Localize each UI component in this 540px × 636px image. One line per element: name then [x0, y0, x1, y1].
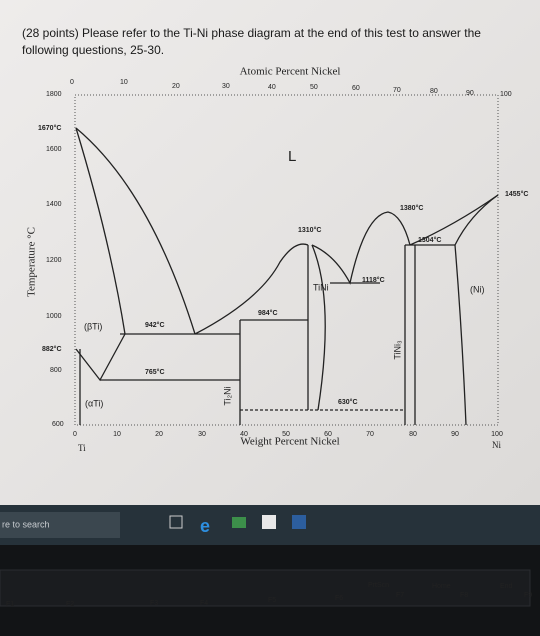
annotation: 984°C: [258, 309, 278, 317]
key-label: F7: [396, 592, 404, 599]
key-label: PrtScn: [368, 582, 389, 589]
annotation: 1310°C: [298, 226, 321, 234]
top-tick: 10: [120, 79, 128, 86]
key-labels: F1 F2 F3 F4 F5 F6 PrtScn F7 Home F8 End …: [6, 582, 532, 608]
tini3-boundary: [404, 245, 416, 425]
key-label: Home: [432, 583, 451, 590]
key-label: F1: [6, 601, 14, 608]
search-text[interactable]: re to search: [2, 519, 50, 529]
phase-label: (Ni): [470, 284, 485, 294]
annotation: 1670°C: [38, 124, 61, 132]
annotation: 882°C: [42, 345, 62, 353]
solidus: [75, 127, 126, 335]
task-view-icon[interactable]: [169, 515, 183, 529]
y-tick: 600: [52, 421, 64, 428]
app-icon[interactable]: [262, 515, 276, 529]
top-tick: 80: [430, 88, 438, 95]
top-tick: 70: [393, 87, 401, 94]
y-tick: 1400: [46, 201, 62, 208]
annotation: 1380°C: [400, 204, 423, 212]
annotation: 1118°C: [362, 276, 385, 284]
annotations: 1670°C 882°C 942°C 765°C 984°C 1310°C 11…: [38, 124, 528, 406]
annotation: 630°C: [338, 398, 358, 406]
edge-icon[interactable]: e: [200, 516, 210, 536]
phase-label: (βTi): [84, 321, 102, 331]
y-tick: 1000: [46, 313, 62, 320]
phase-label: TiNi: [313, 282, 329, 292]
bottom-tick: 90: [451, 431, 459, 438]
y-tick: 1800: [46, 91, 62, 98]
liquidus: [311, 211, 411, 285]
top-tick: 50: [310, 84, 318, 91]
bottom-tick: 100: [491, 431, 503, 438]
liquidus: [194, 243, 309, 335]
top-tick: 90: [466, 90, 474, 97]
y-tick: 1200: [46, 257, 62, 264]
bottom-tick: 70: [366, 431, 374, 438]
top-tick: 20: [172, 83, 180, 90]
bottom-tick: 50: [282, 431, 290, 438]
liquidus: [409, 194, 499, 246]
phase-label: (αTi): [85, 398, 103, 408]
search-box[interactable]: [0, 512, 120, 538]
document-area: [0, 0, 540, 505]
annotation: 1455°C: [505, 190, 528, 198]
y-tick: 1600: [46, 146, 62, 153]
solvus: [454, 244, 467, 426]
bottom-tick: 10: [113, 431, 121, 438]
bottom-tick: 0: [73, 431, 77, 438]
left-element: Ti: [78, 443, 86, 453]
top-axis-title: Atomic Percent Nickel: [240, 66, 341, 78]
phase-boundaries: [75, 127, 499, 426]
liquidus: [75, 127, 196, 335]
bottom-ticks: 0 10 20 30 40 50 60 70 80 90 100: [73, 431, 503, 438]
tini-boundary: [311, 244, 326, 411]
question-line: (28 points) Please refer to the Ti-Ni ph…: [22, 26, 481, 40]
key-strip: [0, 569, 531, 607]
key-label: End: [500, 583, 513, 590]
bottom-tick: 40: [240, 431, 248, 438]
bottom-tick: 80: [409, 431, 417, 438]
question-line: following questions, 25-30.: [22, 43, 164, 57]
bottom-axis-title: Weight Percent Nickel: [240, 436, 339, 448]
phase-labels: L (βTi) (αTi) Ti₂Ni TiNi TiNi₃ (Ni): [84, 148, 485, 408]
photos-icon[interactable]: [292, 515, 306, 529]
phase-label: L: [288, 148, 296, 165]
annotation: 765°C: [145, 368, 165, 376]
y-tick: 800: [50, 367, 62, 374]
top-ticks: 0 10 20 30 40 50 60 70 80 90 100: [70, 79, 512, 98]
key-label: F8: [460, 592, 468, 599]
plot-frame: [74, 94, 499, 426]
key-label: F2: [66, 601, 74, 608]
key-label: F5: [268, 597, 276, 604]
right-element: Ni: [492, 440, 501, 450]
solidus: [454, 194, 499, 246]
phase-label: Ti₂Ni: [222, 386, 232, 405]
phase-label: TiNi₃: [392, 340, 402, 360]
store-icon[interactable]: [232, 517, 246, 528]
bottom-tick: 30: [198, 431, 206, 438]
key-row: [0, 569, 531, 607]
key-label: F9: [524, 592, 532, 599]
y-ticks: 1800 1600 1400 1200 1000 800 600: [46, 91, 64, 428]
key-label: F4: [200, 600, 208, 607]
key-label: F6: [335, 595, 343, 602]
key-label: F3: [150, 600, 158, 607]
bottom-tick: 60: [324, 431, 332, 438]
top-tick: 40: [268, 84, 276, 91]
top-tick: 100: [500, 91, 512, 98]
top-tick: 30: [222, 83, 230, 90]
top-tick: 0: [70, 79, 74, 86]
annotation: 1304°C: [418, 236, 441, 244]
y-axis-title: Temperature °C: [26, 227, 38, 297]
bottom-tick: 20: [155, 431, 163, 438]
annotation: 942°C: [145, 321, 165, 329]
top-tick: 60: [352, 85, 360, 92]
